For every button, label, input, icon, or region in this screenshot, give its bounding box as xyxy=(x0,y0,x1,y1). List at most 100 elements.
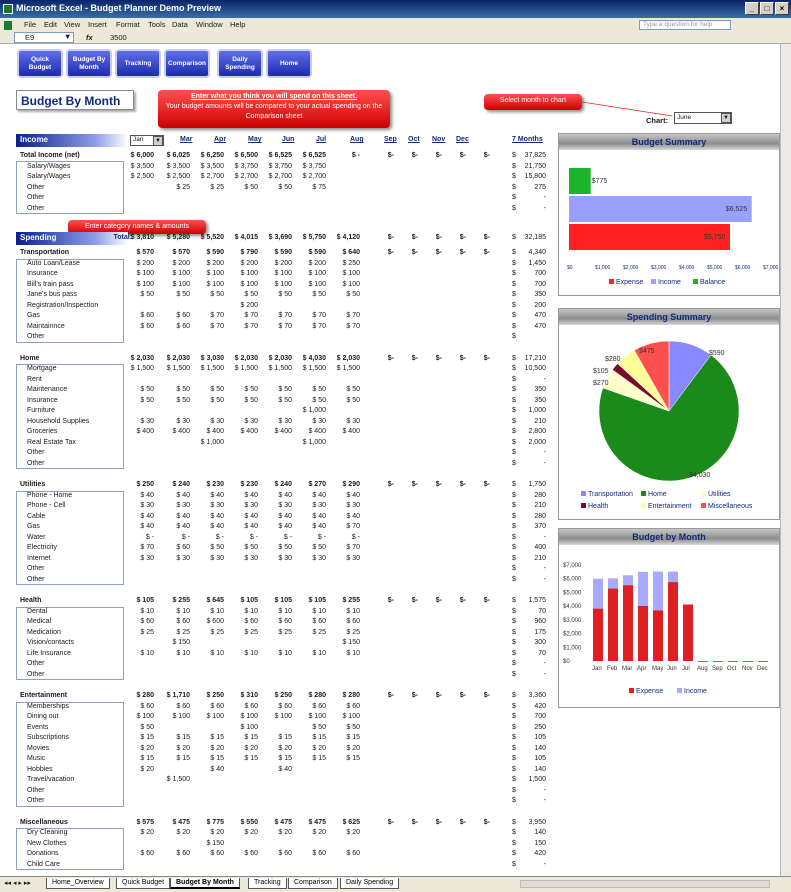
cell-value[interactable]: $ 50 xyxy=(312,291,326,298)
cell-value[interactable]: $ - xyxy=(145,533,154,541)
row-label[interactable]: Gas xyxy=(27,523,40,530)
cell-value[interactable]: $ 30 xyxy=(176,502,190,509)
cell-value[interactable]: $ 60 xyxy=(244,850,258,857)
cell-value[interactable]: $ 400 xyxy=(172,428,190,435)
row-label[interactable]: Gas xyxy=(27,312,40,319)
cell-value[interactable]: $ 60 xyxy=(346,850,360,857)
cell-value[interactable]: $ 150 xyxy=(342,639,360,646)
cell-value[interactable]: $ 10 xyxy=(210,607,224,615)
cell-value[interactable]: $ 60 xyxy=(210,702,224,710)
cell-value[interactable]: $- xyxy=(435,152,442,159)
horizontal-scrollbar[interactable] xyxy=(520,880,770,888)
row-label[interactable]: Medical xyxy=(27,618,52,625)
cell-value[interactable]: $ 10 xyxy=(346,607,360,615)
row-label[interactable]: Real Estate Tax xyxy=(27,438,76,446)
cell-value[interactable]: $ 100 xyxy=(136,270,154,277)
cell-value[interactable]: $ 60 xyxy=(176,312,190,319)
cell-value[interactable]: $ 60 xyxy=(278,618,292,625)
cell-value[interactable]: $ 50 xyxy=(312,723,326,731)
chevron-down-icon[interactable]: ▼ xyxy=(721,113,731,123)
cell-value[interactable]: $ 100 xyxy=(240,723,258,731)
vertical-scrollbar[interactable] xyxy=(780,44,791,876)
cell-value[interactable]: $ 2,700 xyxy=(234,173,258,180)
cell-value[interactable]: $ 10 xyxy=(244,607,258,615)
cell-value[interactable]: $ 60 xyxy=(210,850,224,857)
tab-scroll-icons[interactable]: ◂◂ ◂ ▸ ▸▸ xyxy=(4,880,31,887)
cell-value[interactable]: $ 2,500 xyxy=(130,173,154,180)
cell-value[interactable]: $ 50 xyxy=(278,183,292,191)
cell-value[interactable]: $ 20 xyxy=(140,765,154,773)
function-icon[interactable]: fx xyxy=(86,33,93,42)
cell-value[interactable]: $ 20 xyxy=(140,829,154,836)
cell-value[interactable]: $ 15 xyxy=(312,755,326,762)
row-label[interactable]: Hobbies xyxy=(27,765,53,773)
cell-value[interactable]: $ 50 xyxy=(346,723,360,731)
cell-value[interactable]: $ 50 xyxy=(312,544,326,551)
cell-value[interactable]: $ 25 xyxy=(176,628,190,636)
tab-daily-spending[interactable]: Daily Spending xyxy=(340,878,400,889)
cell-value[interactable]: $ 30 xyxy=(176,554,190,562)
nav-tracking-button[interactable]: Tracking xyxy=(115,49,161,78)
cell-value[interactable]: $ 15 xyxy=(210,734,224,741)
cell-value[interactable]: $ 400 xyxy=(136,428,154,435)
cell-value[interactable]: $ 60 xyxy=(176,618,190,625)
cell-value[interactable]: $- xyxy=(459,152,466,159)
cell-value[interactable]: $ 60 xyxy=(140,702,154,710)
cell-value[interactable]: $ 25 xyxy=(210,183,224,191)
row-label[interactable]: Registration/Inspection xyxy=(27,301,99,309)
row-label[interactable]: Other xyxy=(27,459,45,467)
cell-value[interactable]: $ 150 xyxy=(206,839,224,847)
row-label[interactable]: Other xyxy=(27,670,45,678)
cell-value[interactable]: $ 60 xyxy=(312,702,326,710)
cell-value[interactable]: $ 50 xyxy=(210,396,224,404)
cell-value[interactable]: $ 50 xyxy=(244,544,258,551)
row-label[interactable]: Internet xyxy=(27,554,51,562)
menu-data[interactable]: Data xyxy=(172,20,188,29)
cell-value[interactable]: $ 50 xyxy=(346,386,360,393)
cell-value[interactable]: $ 70 xyxy=(210,312,224,319)
nav-comparison-button[interactable]: Comparison xyxy=(164,49,210,78)
cell-value[interactable]: $ 10 xyxy=(278,649,292,657)
cell-value[interactable]: $ - xyxy=(215,533,224,541)
row-label[interactable]: Memberships xyxy=(27,702,70,710)
cell-value[interactable]: $ 40 xyxy=(346,491,360,499)
cell-value[interactable]: $ 100 xyxy=(240,280,258,288)
cell-value[interactable]: $ 20 xyxy=(176,829,190,836)
row-label[interactable]: Phone - Home xyxy=(27,491,73,499)
nav-budget-by-month-button[interactable]: Budget By Month xyxy=(66,49,112,78)
cell-value[interactable]: $ 25 xyxy=(210,628,224,636)
cell-value[interactable]: $ 10 xyxy=(140,649,154,657)
month-select[interactable]: Jan ▼ xyxy=(130,135,164,146)
cell-value[interactable]: $ 10 xyxy=(346,649,360,657)
cell-value[interactable]: $ 200 xyxy=(240,259,258,267)
cell-value[interactable]: $ 100 xyxy=(342,280,360,288)
cell-value[interactable]: $ 40 xyxy=(244,491,258,499)
cell-value[interactable]: $ 30 xyxy=(140,554,154,562)
cell-value[interactable]: $ 100 xyxy=(274,270,292,277)
cell-value[interactable]: $ 70 xyxy=(278,322,292,330)
cell-value[interactable]: $ 1,500 xyxy=(166,365,190,372)
cell-value[interactable]: $ 1,500 xyxy=(166,776,190,783)
cell-value[interactable]: $ 40 xyxy=(244,523,258,530)
cell-value[interactable]: $ 30 xyxy=(210,417,224,425)
cell-value[interactable]: $ 40 xyxy=(140,523,154,530)
row-label[interactable]: Donations xyxy=(27,850,59,857)
cell-value[interactable]: $ 40 xyxy=(278,765,292,773)
cell-value[interactable]: $ 40 xyxy=(176,523,190,530)
chart-month-select[interactable]: June ▼ xyxy=(674,112,732,124)
cell-value[interactable]: $ 60 xyxy=(346,702,360,710)
cell-value[interactable]: $ 1,500 xyxy=(234,365,258,372)
cell-value[interactable]: $ 50 xyxy=(312,386,326,393)
cell-value[interactable]: $ 50 xyxy=(244,386,258,393)
cell-value[interactable]: $ 50 xyxy=(140,291,154,298)
row-label[interactable]: Salary/Wages xyxy=(27,173,71,180)
cell-value[interactable]: $ 6,025 xyxy=(166,152,190,159)
cell-value[interactable]: $ 50 xyxy=(346,396,360,404)
cell-value[interactable]: $ 70 xyxy=(244,312,258,319)
cell-value[interactable]: $ 60 xyxy=(140,312,154,319)
cell-value[interactable]: $ 30 xyxy=(346,502,360,509)
cell-value[interactable]: $ 40 xyxy=(312,512,326,520)
cell-value[interactable]: $ 15 xyxy=(244,755,258,762)
cell-value[interactable]: $ 1,500 xyxy=(130,365,154,372)
row-label[interactable]: Other xyxy=(27,183,45,191)
